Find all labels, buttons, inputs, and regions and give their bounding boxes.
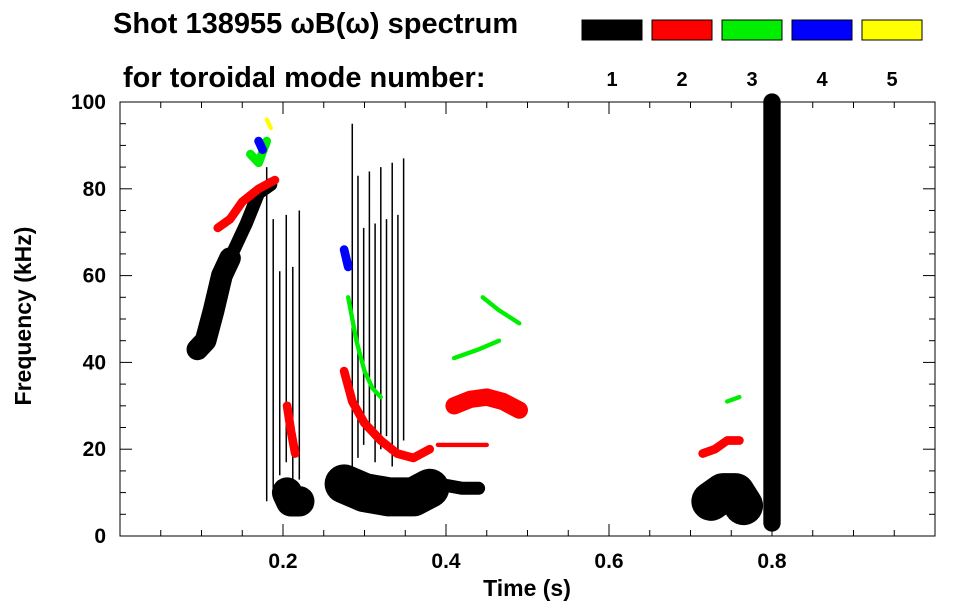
legend-label-mode-2: 2 — [676, 69, 687, 91]
legend-label-mode-1: 1 — [606, 69, 617, 91]
mode-1-trace-5 — [691, 473, 764, 526]
mode-1-trace-0 — [186, 247, 241, 361]
legend: 1 2 3 4 5 — [581, 19, 923, 91]
mode-3-trace-1 — [346, 295, 383, 400]
legend-swatch-mode-3 — [721, 19, 783, 41]
series-mode-2 — [213, 175, 744, 463]
mode-2-trace-4 — [445, 388, 528, 419]
x-tick-label: 0.6 — [594, 550, 623, 573]
series-mode-3 — [246, 136, 742, 404]
spectrum-marks — [186, 93, 781, 532]
mode-4-trace-0 — [254, 136, 267, 155]
x-tick-label: 0.8 — [757, 550, 787, 573]
y-tick-label: 0 — [94, 525, 106, 548]
mode-1-trace-4 — [431, 477, 486, 495]
mode-2-trace-2 — [339, 366, 435, 463]
x-tick-label: 0.2 — [268, 550, 297, 573]
plot-frame — [119, 101, 936, 537]
series-mode-1 — [186, 93, 781, 532]
y-tick-label: 100 — [71, 91, 106, 114]
legend-swatch-mode-4 — [791, 19, 853, 41]
mode-1-vlines-8 — [351, 123, 405, 471]
series-mode-4 — [254, 136, 353, 272]
mode-2-trace-5 — [698, 436, 744, 458]
mode-1-trace-2 — [271, 477, 315, 517]
mode-5-trace-0 — [264, 117, 273, 131]
chart-title-line2: for toroidal mode number: — [123, 62, 486, 94]
x-tick-label: 0.4 — [431, 550, 461, 573]
y-tick-label: 20 — [83, 438, 106, 461]
y-tick-label: 80 — [83, 178, 106, 201]
legend-swatch-mode-1 — [581, 19, 643, 41]
mode-3-trace-4 — [725, 394, 742, 404]
legend-label-mode-5: 5 — [886, 69, 897, 91]
mode-2-trace-0 — [213, 175, 280, 233]
mode-2-trace-1 — [282, 401, 300, 458]
legend-swatch-mode-2 — [651, 19, 713, 41]
mode-3-trace-2 — [451, 338, 502, 361]
legend-label-mode-3: 3 — [746, 69, 757, 91]
mode-1-vlines-7 — [265, 167, 301, 502]
y-tick-label: 40 — [83, 351, 106, 374]
y-axis-label: Frequency (kHz) — [10, 227, 36, 406]
series-mode-5 — [264, 117, 273, 131]
mode-1-trace-3 — [324, 464, 450, 517]
x-axis-label: Time (s) — [483, 575, 571, 601]
axis-ticks: 0.2 0.4 0.6 0.8 0 20 40 60 80 100 — [71, 91, 935, 573]
chart-title-line1: Shot 138955 ωB(ω) spectrum — [113, 8, 518, 40]
mode-4-trace-1 — [339, 245, 353, 272]
legend-swatch-mode-5 — [861, 19, 923, 41]
mode-3-trace-3 — [480, 295, 522, 326]
y-tick-label: 60 — [83, 265, 106, 288]
legend-label-mode-4: 4 — [816, 69, 828, 91]
